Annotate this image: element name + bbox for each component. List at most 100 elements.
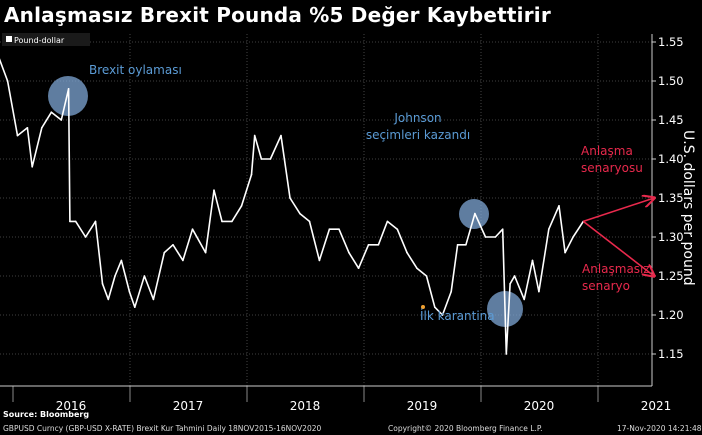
x-tick-label: 2019 [407,399,438,413]
data-point [143,275,146,277]
data-point [280,134,282,137]
data-point [465,244,467,246]
x-tick-label: 2017 [173,399,204,413]
legend-label: Pound-dollar [14,36,65,45]
data-point [386,220,389,223]
y-tick-label: 1.30 [658,230,684,244]
chart-title: Anlaşmasız Brexit Pounda %5 Değer Kaybet… [4,3,551,27]
annotation-brexit-vote: Brexit oylaması [89,63,182,77]
deal-scenario-arrow [583,198,654,223]
data-point [328,228,331,230]
data-point [101,283,104,285]
data-point [69,220,71,223]
data-point [547,228,550,230]
data-point [269,158,272,160]
source-label: Source: Bloomberg [3,410,90,419]
data-point [231,220,233,223]
data-point [523,298,525,301]
data-point [40,127,43,129]
marker-dot [421,305,425,309]
y-tick-label: 1.20 [658,308,684,322]
data-point [299,212,301,215]
x-tick-label: 2020 [524,399,555,413]
data-point [94,220,97,223]
annotation-johnson: seçimleri kazandı [366,128,470,142]
copyright: Copyright© 2020 Bloomberg Finance L.P. [388,424,543,433]
legend-box [2,33,90,46]
data-point [221,220,223,223]
data-point [250,173,253,176]
data-point [134,306,136,309]
data-point [60,119,63,121]
annotation-no-deal-scenario: senaryo [582,279,630,293]
data-point [114,275,116,277]
y-tick-label: 1.45 [658,113,684,127]
annotation-no-deal-scenario: Anlaşmasız [582,262,650,276]
timestamp: 17-Nov-2020 14:21:48 [617,424,702,433]
y-tick-label: 1.55 [658,35,684,49]
data-point [172,244,174,246]
data-point [107,298,110,301]
data-point [396,228,399,230]
data-point [474,212,476,215]
data-point [538,290,540,293]
x-tick-label: 2018 [290,399,321,413]
data-point [501,228,504,230]
data-point [357,267,360,270]
data-point [484,236,487,238]
y-axis-label: U.S. dollars per pound [680,130,696,286]
data-point [377,244,380,246]
data-point [513,275,516,277]
data-point [50,111,53,113]
data-point [260,158,263,160]
data-point [128,290,131,293]
data-point [434,306,436,309]
series-line-pound-dollar [0,58,584,355]
data-point [152,298,155,301]
data-point [182,259,184,262]
annotation-deal-scenario: senaryosu [581,161,643,175]
no-deal-scenario-arrow [582,220,654,276]
data-point [416,267,418,270]
data-point [67,88,70,90]
data-point [425,275,428,277]
data-point [253,134,256,137]
data-point [120,259,123,262]
y-tick-label: 1.50 [658,74,684,88]
data-point [204,251,207,254]
data-point [441,314,444,316]
data-point [564,251,566,254]
data-point [74,220,77,223]
data-point [338,228,340,230]
annotation-johnson: Johnson [393,111,441,125]
data-point [308,220,311,223]
y-tick-label: 1.35 [658,191,684,205]
data-point [31,166,33,168]
data-point [509,283,511,285]
y-tick-label: 1.15 [658,347,684,361]
data-point [367,244,370,246]
data-point [456,244,459,246]
data-point [84,236,87,238]
data-point [289,197,291,199]
data-point [531,259,534,262]
data-point [16,134,19,137]
data-point [26,127,29,129]
data-point [406,251,408,254]
y-tick-label: 1.25 [658,269,684,283]
data-point [450,290,452,293]
ticker-info: GBPUSD Curncy (GBP-USD X-RATE) Brexit Ku… [3,424,322,433]
data-point [505,353,508,355]
legend-swatch [6,36,12,42]
data-point [213,189,215,191]
annotation-deal-scenario: Anlaşma [581,144,633,158]
annotation-first-lockdown: İlk karantina [420,308,495,323]
data-point [318,259,321,262]
x-tick-label: 2016 [56,399,87,413]
data-point [494,236,497,238]
data-point [558,205,560,207]
y-tick-label: 1.40 [658,152,684,166]
data-point [191,228,194,230]
data-point [572,236,574,238]
